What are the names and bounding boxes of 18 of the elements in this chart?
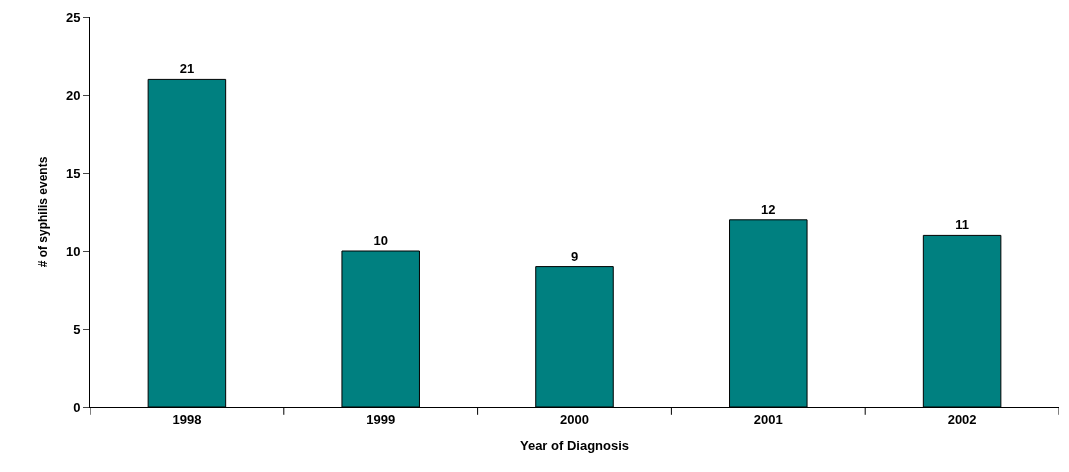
- x-tick-label: 2000: [560, 411, 589, 427]
- x-axis-title: Year of Diagnosis: [519, 438, 630, 454]
- x-tick-label: 1998: [172, 411, 202, 427]
- y-tick-label: 0: [73, 399, 81, 415]
- data-label: 9: [570, 248, 579, 264]
- y-tick-label: 25: [65, 9, 81, 25]
- x-tick-label: 2001: [753, 411, 783, 427]
- data-label: 11: [955, 217, 969, 233]
- data-label: 21: [179, 61, 195, 77]
- y-tick-label: 10: [65, 243, 81, 259]
- data-label: 10: [373, 233, 388, 248]
- x-tick-label: 1999: [366, 411, 396, 427]
- y-tick-label: 20: [65, 87, 81, 103]
- y-axis-title: # of syphilis events: [36, 156, 51, 268]
- y-tick-label: 5: [73, 321, 81, 337]
- y-tick-label: 15: [65, 165, 81, 181]
- data-label: 12: [761, 201, 776, 217]
- x-tick-label: 2002: [947, 411, 977, 427]
